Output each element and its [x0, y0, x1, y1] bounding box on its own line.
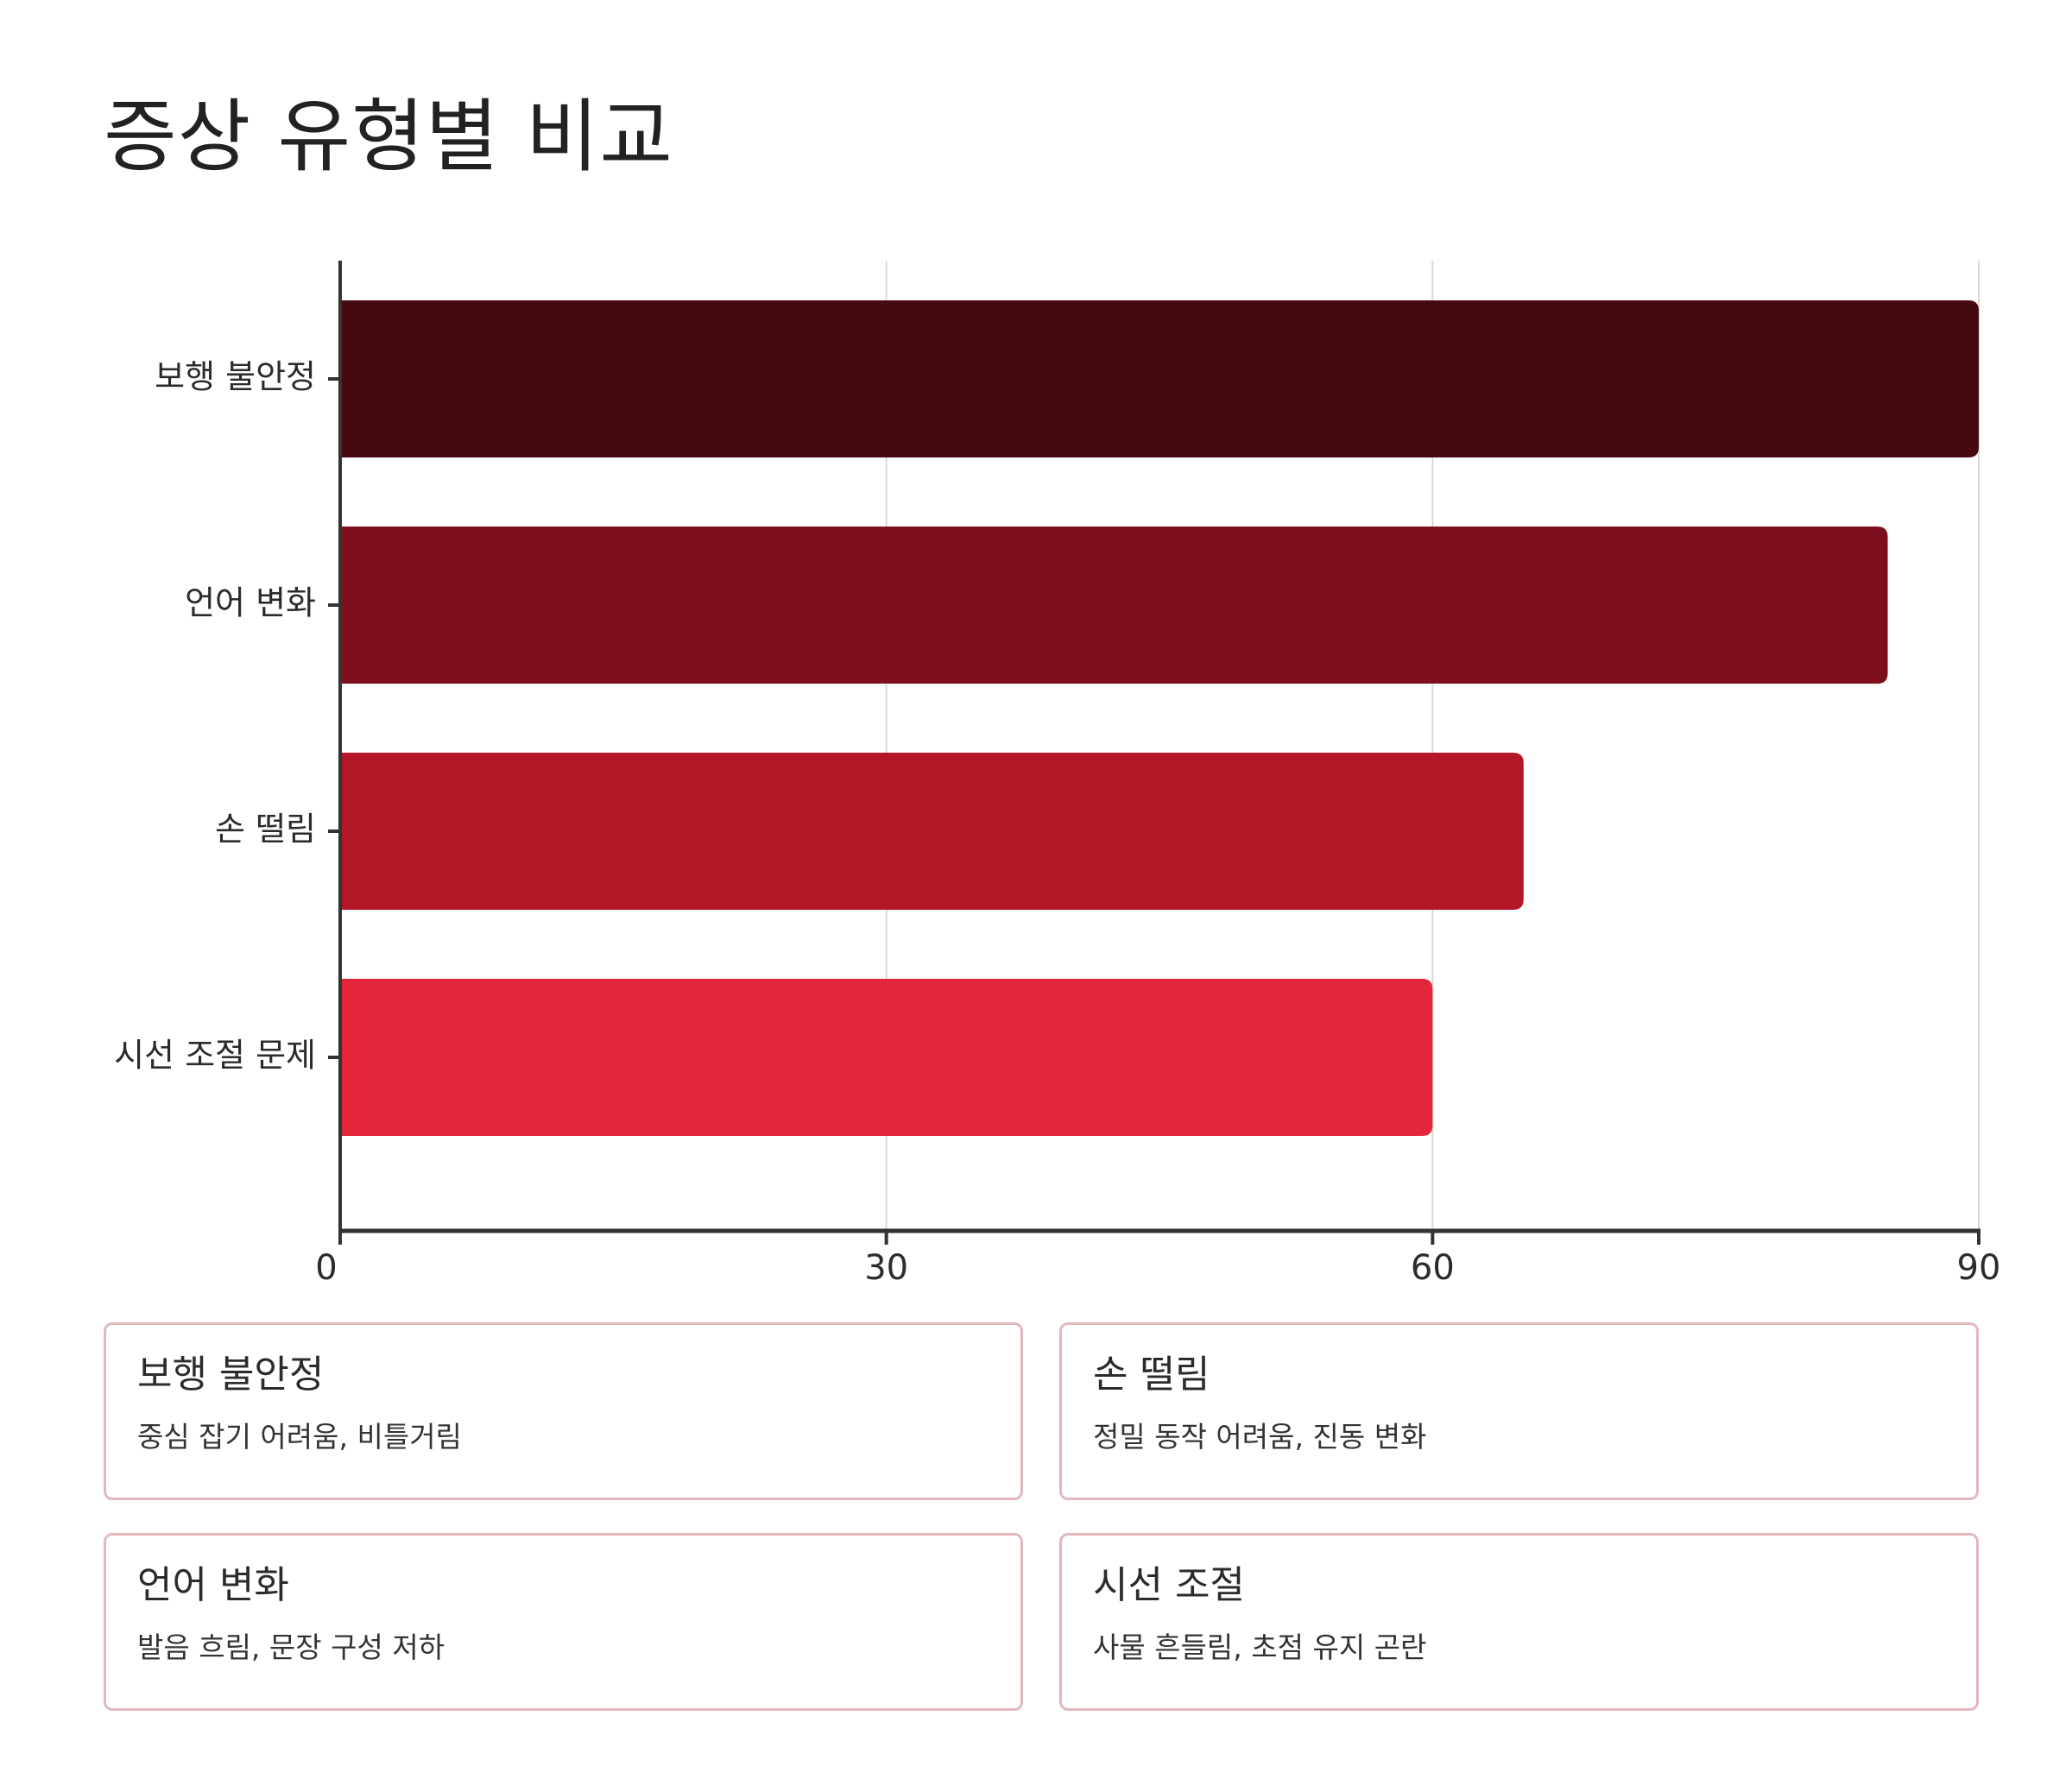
- bar: [340, 527, 1888, 684]
- symptom-card: 시선 조절 사물 흔들림, 초점 유지 곤란: [1059, 1533, 1979, 1711]
- card-title: 손 떨림: [1093, 1353, 1210, 1397]
- symptom-card: 보행 불안정 중심 잡기 어려움, 비틀거림: [104, 1322, 1023, 1500]
- symptom-cards: 보행 불안정 중심 잡기 어려움, 비틀거림 손 떨림 정밀 동작 어려움, 진…: [104, 1322, 1979, 1711]
- x-tick-label: 60: [1411, 1248, 1455, 1288]
- axes: [328, 261, 1980, 1245]
- bar: [340, 300, 1979, 457]
- card-description: 발음 흐림, 문장 구성 저하: [137, 1630, 445, 1665]
- y-tick-label: 시선 조절 문제: [114, 1037, 316, 1075]
- y-tick-label: 보행 불안정: [155, 358, 316, 396]
- y-tick-label: 손 떨림: [215, 811, 316, 848]
- x-tick-label: 30: [864, 1248, 908, 1288]
- bar: [340, 753, 1524, 910]
- card-description: 정밀 동작 어려움, 진동 변화: [1093, 1420, 1427, 1454]
- symptom-card: 언어 변화 발음 흐림, 문장 구성 저하: [104, 1533, 1023, 1711]
- symptom-card: 손 떨림 정밀 동작 어려움, 진동 변화: [1059, 1322, 1979, 1500]
- card-description: 사물 흔들림, 초점 유지 곤란: [1093, 1630, 1427, 1665]
- x-tick-label: 90: [1957, 1248, 2001, 1288]
- card-title: 언어 변화: [137, 1563, 289, 1607]
- card-title: 보행 불안정: [137, 1353, 325, 1397]
- card-title: 시선 조절: [1093, 1563, 1245, 1607]
- page-title: 증상 유형별 비교: [104, 91, 673, 183]
- y-tick-label: 언어 변화: [185, 584, 316, 622]
- card-description: 중심 잡기 어려움, 비틀거림: [137, 1420, 462, 1454]
- bar: [340, 979, 1433, 1136]
- bars: [340, 300, 1979, 1136]
- x-tick-label: 0: [315, 1248, 337, 1288]
